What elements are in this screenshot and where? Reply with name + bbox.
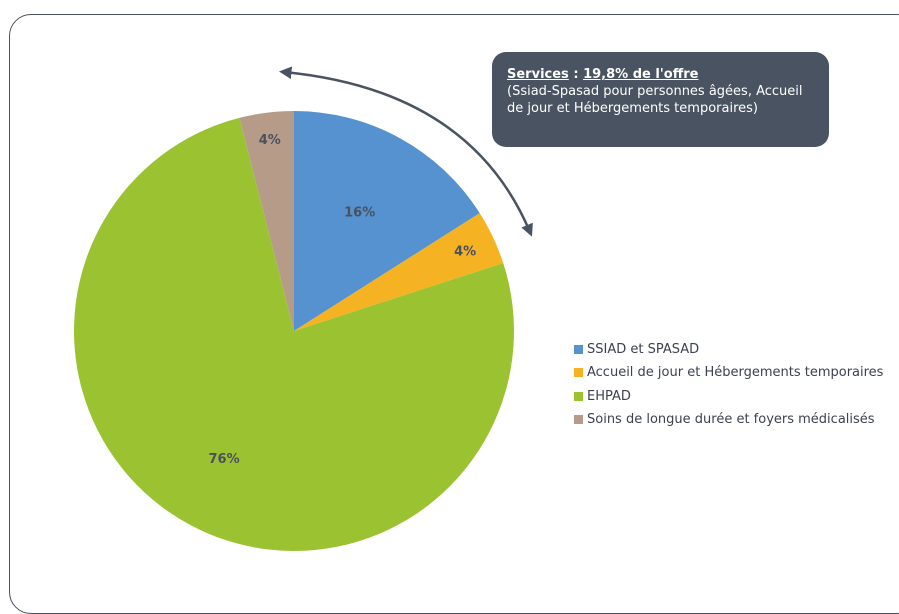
slice-label-0: 16% — [344, 205, 375, 220]
callout-separator: : — [568, 67, 584, 82]
slice-label-1: 4% — [454, 244, 476, 259]
callout-value: 19,8% de l'offre — [583, 67, 699, 82]
legend-label-2: EHPAD — [587, 388, 631, 404]
legend-item-0: SSIAD et SPASAD — [574, 338, 883, 360]
callout-line-3: de jour et Hébergements temporaires) — [507, 101, 758, 116]
legend-swatch-1 — [574, 368, 583, 377]
legend-swatch-3 — [574, 415, 583, 424]
legend-swatch-0 — [574, 344, 583, 354]
services-arrow — [279, 66, 533, 237]
callout-title: Services — [507, 67, 569, 82]
legend-label-3: Soins de longue durée et foyers médicali… — [587, 412, 875, 427]
slice-label-2: 76% — [208, 452, 239, 467]
legend-item-1: Accueil de jour et Hébergements temporai… — [574, 362, 883, 384]
pie-slice-2 — [73, 117, 514, 551]
slice-label-3: 4% — [259, 133, 281, 148]
legend-swatch-2 — [574, 391, 583, 401]
legend: SSIAD et SPASAD Accueil de jour et Héberg… — [574, 338, 883, 432]
services-callout: Services : 19,8% de l'offre (Ssiad-Spasa… — [492, 52, 829, 147]
legend-item-2: EHPAD — [574, 385, 883, 407]
callout-title-line: Services : 19,8% de l'offre — [507, 66, 829, 83]
pie-slice-1 — [294, 213, 504, 331]
legend-label-1: Accueil de jour et Hébergements temporai… — [587, 365, 884, 380]
pie-chart: 16% 4% 76% 4% — [73, 66, 533, 551]
callout-line-2: (Ssiad-Spasad pour personnes âgées, Accu… — [507, 84, 803, 99]
legend-label-0: SSIAD et SPASAD — [587, 341, 700, 357]
legend-item-3: Soins de longue durée et foyers médicali… — [574, 409, 883, 431]
